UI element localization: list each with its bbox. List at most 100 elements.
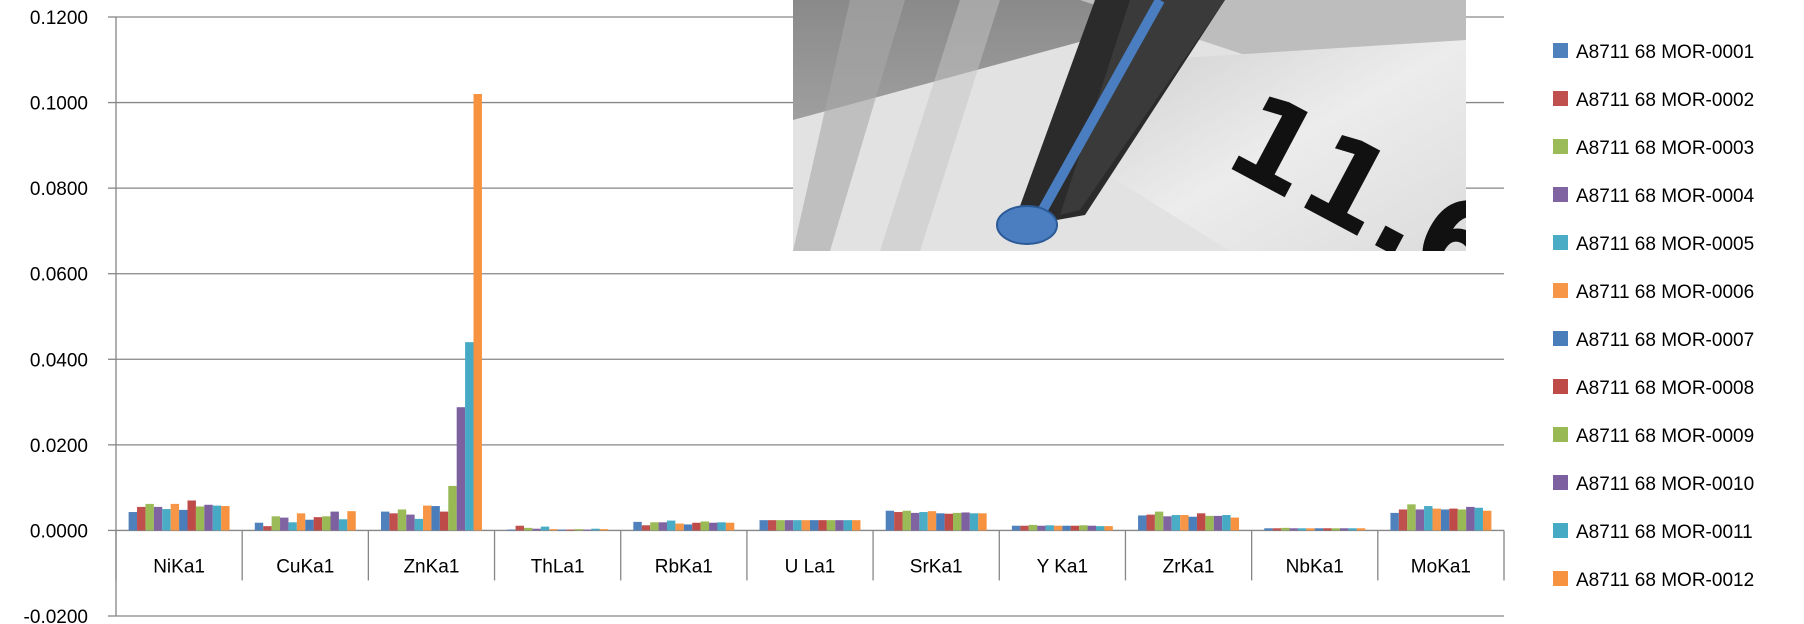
bar (1306, 528, 1315, 531)
bars (128, 94, 1492, 531)
bar (532, 528, 541, 531)
legend-label: A8711 68 MOR-0006 (1576, 282, 1754, 303)
bar (1045, 525, 1054, 531)
bar (389, 513, 398, 531)
bar (910, 512, 920, 531)
legend-label: A8711 68 MOR-0011 (1576, 522, 1753, 543)
bar (448, 485, 457, 531)
x-category-label: U La1 (785, 556, 836, 577)
bar (1297, 528, 1307, 531)
y-tick-label: 0.1000 (30, 94, 88, 115)
bar (347, 511, 356, 531)
bar (885, 510, 895, 531)
x-category-label: Y Ka1 (1037, 556, 1088, 577)
bar (1474, 507, 1483, 531)
bar (1424, 506, 1433, 531)
bar (313, 517, 323, 531)
bar (574, 529, 583, 531)
bar (1028, 524, 1038, 531)
bar (515, 525, 524, 531)
bar (894, 512, 903, 531)
bar (953, 512, 962, 531)
bar (263, 526, 272, 531)
legend-item: A8711 68 MOR-0001 (1553, 42, 1754, 63)
y-tick-label: -0.0200 (24, 607, 88, 624)
bar (1222, 515, 1231, 531)
bar (456, 407, 466, 531)
bar (288, 522, 297, 531)
bar (423, 505, 432, 531)
legend-swatch (1553, 187, 1568, 202)
bar (1079, 525, 1088, 531)
x-category-label: SrKa1 (910, 556, 963, 577)
bar (1482, 510, 1492, 531)
bar (818, 520, 827, 531)
bar (431, 506, 440, 531)
bar (1314, 528, 1324, 531)
bar (1180, 515, 1189, 531)
legend-swatch (1553, 427, 1568, 442)
bar (936, 513, 945, 531)
legend-item: A8711 68 MOR-0011 (1553, 522, 1753, 543)
bar (1205, 515, 1214, 531)
x-category-label: NiKa1 (153, 556, 205, 577)
bar (1398, 509, 1408, 531)
category-labels: NiKa1 CuKa1 ZnKa1 ThLa1 RbKa1 U La1 SrKa1 Y Ka1… (153, 556, 1471, 577)
bar (179, 509, 188, 531)
bar (1196, 513, 1206, 531)
bar (1331, 528, 1340, 531)
bar (1449, 508, 1458, 531)
bar (153, 506, 163, 531)
bar (1466, 506, 1475, 531)
bar (902, 510, 911, 531)
bar (784, 520, 794, 531)
bar (633, 521, 642, 531)
bar (1104, 526, 1113, 531)
y-tick-labels: -0.0200 0.0000 0.0200 0.0400 0.0600 0.0800 0.1… (24, 8, 88, 624)
legend-label: A8711 68 MOR-0008 (1576, 378, 1754, 399)
bar (397, 509, 407, 531)
legend-swatch (1553, 139, 1568, 154)
legend-label: A8711 68 MOR-0007 (1576, 330, 1754, 351)
bar (599, 529, 609, 531)
bar (1070, 525, 1080, 531)
bar (195, 506, 205, 531)
legend-item: A8711 68 MOR-0007 (1553, 330, 1754, 351)
bar (692, 522, 701, 531)
legend-label: A8711 68 MOR-0009 (1576, 426, 1754, 447)
bar (700, 521, 710, 531)
legend-item: A8711 68 MOR-0009 (1553, 426, 1754, 447)
legend-label: A8711 68 MOR-0010 (1576, 474, 1754, 495)
legend-label: A8711 68 MOR-0012 (1576, 570, 1754, 591)
bar (709, 522, 718, 531)
bar (1230, 517, 1240, 531)
legend-item: A8711 68 MOR-0002 (1553, 90, 1754, 111)
legend: A8711 68 MOR-0001 A8711 68 MOR-0002 A8711 … (1553, 42, 1755, 591)
bar (1171, 515, 1181, 531)
bar (1289, 528, 1298, 531)
legend-label: A8711 68 MOR-0002 (1576, 90, 1754, 111)
y-tick-label: 0.1200 (30, 8, 88, 29)
legend-swatch (1553, 283, 1568, 298)
bar (204, 504, 213, 531)
bar (1020, 525, 1029, 531)
inset-photo: 11.6 (793, 0, 1466, 251)
bar (666, 520, 676, 531)
legend-swatch (1553, 91, 1568, 106)
bar (641, 525, 651, 531)
x-category-label: ZnKa1 (403, 556, 459, 577)
legend-item: A8711 68 MOR-0005 (1553, 234, 1754, 255)
bar (280, 517, 289, 531)
legend-item: A8711 68 MOR-0003 (1553, 138, 1754, 159)
bar (978, 513, 987, 531)
legend-item: A8711 68 MOR-0012 (1553, 570, 1754, 591)
bar (1272, 528, 1282, 531)
bar (767, 520, 777, 531)
legend-swatch (1553, 235, 1568, 250)
y-tick-label: 0.0800 (30, 179, 88, 200)
legend-swatch (1553, 523, 1568, 538)
x-category-label: ZrKa1 (1163, 556, 1215, 577)
bar (380, 511, 390, 531)
y-tick-label: 0.0000 (30, 521, 88, 542)
